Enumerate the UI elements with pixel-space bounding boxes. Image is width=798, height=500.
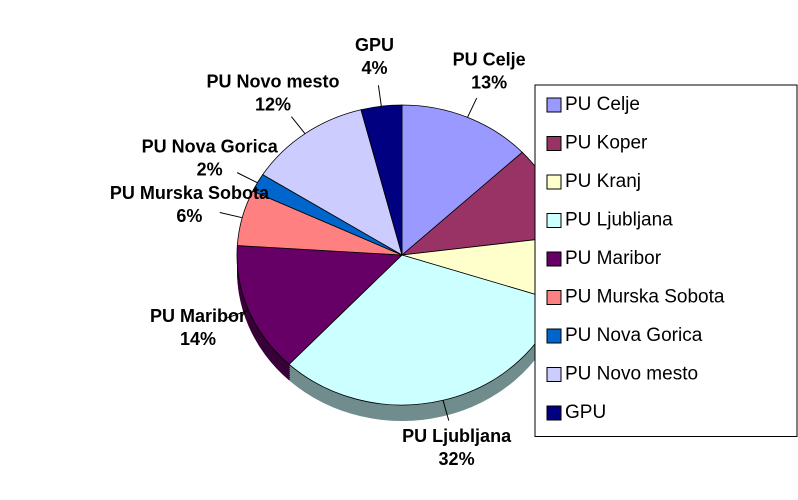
data-label-value: 13%: [471, 73, 507, 93]
data-label-value: 6%: [176, 206, 202, 226]
data-label-name: PU Nova Gorica: [142, 137, 279, 157]
leader-line: [291, 116, 306, 134]
legend-swatch: [546, 251, 562, 267]
legend: PU Celje PU Koper PU Kranj PU Ljubljana PU M…: [534, 84, 798, 437]
data-label-name: PU Celje: [453, 50, 526, 70]
slice: [236, 245, 403, 365]
legend-label: PU Koper: [565, 133, 648, 154]
data-label-name: GPU: [355, 35, 394, 55]
legend-label: PU Maribor: [565, 248, 662, 269]
legend-swatch: [546, 97, 562, 113]
data-label-name: PU Novo mesto: [206, 71, 339, 91]
slice: [262, 109, 403, 256]
leader-line: [226, 309, 249, 319]
leader-line: [377, 85, 382, 107]
legend-label: PU Murska Sobota: [565, 287, 725, 308]
data-label-name: PU Ljubljana: [402, 426, 512, 446]
data-label-value: 12%: [255, 94, 291, 114]
legend-swatch: [546, 367, 562, 382]
leader-line: [467, 97, 478, 118]
data-label-value: 2%: [197, 160, 223, 180]
legend-box: [534, 84, 798, 437]
legend-label: PU Celje: [565, 94, 640, 115]
slice: [360, 104, 403, 256]
legend-swatch: [546, 328, 562, 344]
legend-swatch: [546, 290, 562, 305]
data-label-value: 32%: [439, 449, 475, 469]
leader-line: [219, 211, 243, 219]
legend-label: PU Novo mesto: [565, 364, 698, 385]
legend-swatch: [546, 136, 562, 151]
legend-swatch: [546, 213, 562, 228]
data-label-name: PU Maribor: [150, 306, 246, 326]
legend-label: GPU: [565, 402, 606, 423]
slice: [401, 104, 523, 256]
legend-label: PU Ljubljana: [565, 210, 673, 231]
legend-swatch: [546, 405, 562, 421]
legend-label: PU Nova Gorica: [565, 325, 703, 346]
data-label-name: PU Murska Sobota: [110, 183, 270, 203]
data-label-value: 4%: [361, 58, 387, 78]
leader-line: [236, 172, 258, 184]
legend-label: PU Kranj: [565, 171, 641, 192]
legend-swatch: [546, 174, 562, 190]
leader-line: [442, 400, 450, 421]
data-label-value: 14%: [180, 329, 216, 349]
